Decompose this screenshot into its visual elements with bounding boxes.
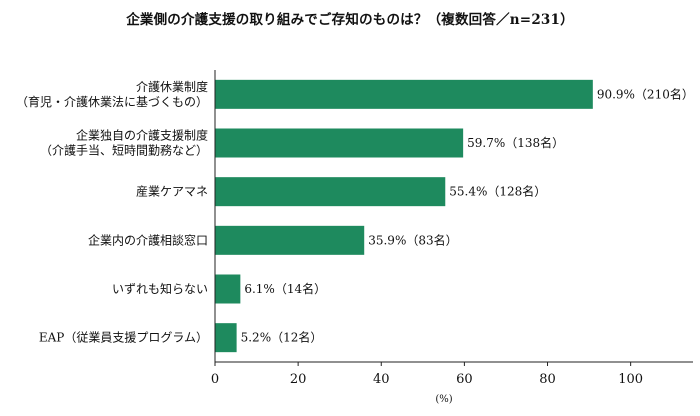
bar	[215, 225, 365, 255]
data-label: 6.1%（14名）	[244, 281, 326, 296]
category-label: 産業ケアマネ	[136, 184, 208, 199]
bar	[215, 177, 446, 207]
x-tick-label: 20	[290, 372, 307, 387]
data-label: 59.7%（138名）	[467, 135, 564, 150]
chart-title: 企業側の介護支援の取り組みでご存知のものは？（複数回答／n=231）	[126, 12, 574, 28]
bar	[215, 128, 464, 158]
bar	[215, 79, 593, 109]
bar	[215, 274, 241, 304]
data-label: 90.9%（210名）	[597, 86, 694, 101]
bars-group	[215, 79, 593, 353]
category-label: 企業独自の介護支援制度	[76, 128, 208, 143]
data-label: 5.2%（12名）	[241, 330, 323, 345]
value-labels: 90.9%（210名） 59.7%（138名） 55.4%（128名） 35.9%（8…	[241, 86, 694, 344]
data-label: 35.9%（83名）	[368, 232, 457, 247]
category-label: いずれも知らない	[112, 282, 208, 296]
category-label: （介護手当、短時間勤務など）	[40, 143, 208, 158]
category-label: （育児・介護休業法に基づくもの）	[16, 94, 208, 109]
category-labels: 介護休業制度（育児・介護休業法に基づくもの） 企業独自の介護支援制度（介護手当、短…	[16, 79, 208, 345]
x-tick-label: 0	[211, 372, 219, 387]
category-label: EAP（従業員支援プログラム）	[39, 331, 208, 345]
x-tick-label: 100	[618, 372, 643, 387]
x-tick-label: 40	[373, 372, 390, 387]
axes-group: 0 20 40 60 80 100 (%)	[211, 70, 693, 405]
x-tick-label: 60	[456, 372, 473, 387]
category-label: 企業内の介護相談窓口	[88, 232, 208, 247]
data-label: 55.4%（128名）	[449, 184, 546, 199]
x-axis-title: (%)	[435, 394, 452, 405]
bar	[215, 323, 237, 353]
category-label: 介護休業制度	[136, 79, 208, 94]
x-tick-label: 80	[539, 372, 556, 387]
